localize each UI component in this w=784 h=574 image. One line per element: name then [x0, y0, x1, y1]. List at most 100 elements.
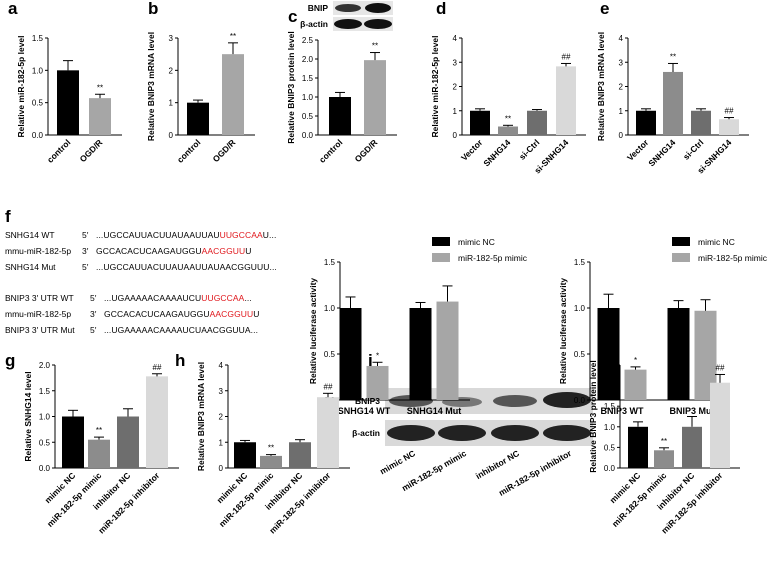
- significance-label: ##: [324, 382, 333, 391]
- significance-label: *: [376, 351, 379, 360]
- y-tick-label: 0.0: [302, 131, 314, 140]
- bar: [710, 382, 730, 468]
- y-tick-label: 2.0: [604, 382, 616, 391]
- y-axis-label: Relative BNIP3 mRNA level: [596, 32, 606, 141]
- sequence-segment: ...UGCCAUUACUUAUAAUUAU: [96, 230, 220, 240]
- sequence: ...UGCCAUUACUUAUAAUUAUUUGCCAAU...: [96, 230, 276, 240]
- y-tick-label: 0: [453, 131, 458, 140]
- panel-label: c: [288, 7, 297, 26]
- y-tick-label: 1.5: [39, 387, 51, 396]
- sequence-segment: ...UGAAAAACAAAAUCUAACGGUUA...: [104, 325, 258, 335]
- panel-label: e: [600, 0, 609, 18]
- y-axis-label: Relative BNIP3 mRNA level: [196, 362, 206, 471]
- y-tick-label: 0.5: [39, 438, 51, 447]
- bar: [222, 54, 244, 135]
- y-tick-label: 1.0: [39, 413, 51, 422]
- sequence: GCCACACUCAAGAUGGUAACGGUUU: [104, 309, 260, 319]
- y-axis-label: Relative BNIP3 protein level: [286, 31, 296, 143]
- bar: [682, 426, 702, 468]
- sequence-segment: GCCACACUCAAGAUGGU: [96, 246, 202, 256]
- significance-label: **: [230, 32, 236, 41]
- significance-label: *: [634, 356, 637, 365]
- sequence-end: 5′: [82, 262, 89, 272]
- x-tick-label: SNHG14 WT: [338, 406, 391, 416]
- sequence-segment: AACGGUU: [202, 246, 246, 256]
- sequence-segment: ...: [244, 293, 251, 303]
- legend-swatch: [672, 253, 690, 262]
- y-tick-label: 1: [169, 99, 174, 108]
- sequence-end: 5′: [90, 293, 97, 303]
- y-tick-label: 1.5: [604, 402, 616, 411]
- panel-label: i: [368, 351, 373, 370]
- bar: [636, 110, 656, 135]
- y-tick-label: 0.5: [302, 112, 314, 121]
- y-tick-label: 0.0: [39, 464, 51, 473]
- blot-label: β-actin: [300, 19, 328, 29]
- y-tick-label: 1: [453, 107, 458, 116]
- bar: [527, 110, 547, 135]
- y-tick-label: 2.5: [302, 36, 314, 45]
- western-blot: [333, 1, 393, 31]
- significance-label: **: [96, 426, 102, 435]
- panel-label: d: [436, 0, 446, 18]
- y-axis-label: Relative BNIP3 mRNA level: [146, 32, 156, 141]
- y-tick-label: 0: [169, 131, 174, 140]
- bar: [339, 308, 362, 400]
- y-tick-label: 2.5: [604, 361, 616, 370]
- sequence-name: BNIP3 3′ UTR Mut: [5, 325, 75, 335]
- sequence-name: mmu-miR-182-5p: [5, 309, 71, 319]
- blot-label: BNIP3: [355, 396, 380, 406]
- sequence-segment: GCCACACUCAAGAUGGU: [104, 309, 210, 319]
- bar: [57, 70, 79, 135]
- sequence-segment: U: [245, 246, 251, 256]
- bar: [628, 426, 648, 468]
- legend-label: mimic NC: [698, 237, 735, 247]
- bar: [654, 450, 674, 468]
- y-tick-label: 1: [219, 438, 224, 447]
- sequence: GCCACACUCAAGAUGGUAACGGUUU: [96, 246, 252, 256]
- legend-swatch: [672, 237, 690, 246]
- panel-label: h: [175, 351, 185, 370]
- sequence-name: SNHG14 Mut: [5, 262, 56, 272]
- y-tick-label: 0.5: [604, 443, 616, 452]
- sequence-segment: U: [253, 309, 259, 319]
- y-tick-label: 0.5: [324, 350, 336, 359]
- y-tick-label: 2: [169, 66, 174, 75]
- y-axis-label: Relative luciferase activity: [308, 278, 318, 385]
- bar: [498, 126, 518, 135]
- y-tick-label: 1.5: [302, 74, 314, 83]
- significance-label: **: [372, 42, 378, 51]
- bar: [317, 397, 339, 468]
- bar: [364, 60, 386, 135]
- y-tick-label: 1.0: [574, 304, 586, 313]
- y-tick-label: 0.5: [32, 99, 44, 108]
- sequence-segment: AACGGUU: [210, 309, 254, 319]
- bar: [597, 308, 620, 400]
- y-tick-label: 4: [219, 361, 224, 370]
- sequence-end: 3′: [90, 309, 97, 319]
- legend-label: miR-182-5p mimic: [698, 253, 768, 263]
- y-tick-label: 0.5: [574, 350, 586, 359]
- y-tick-label: 1.0: [324, 304, 336, 313]
- bar: [366, 365, 389, 400]
- bar: [187, 102, 209, 135]
- bar: [89, 98, 111, 135]
- significance-label: **: [670, 52, 676, 61]
- bar: [289, 442, 311, 468]
- sequence-end: 3′: [82, 246, 89, 256]
- legend-label: mimic NC: [458, 237, 495, 247]
- y-tick-label: 3: [219, 387, 224, 396]
- bar: [470, 110, 490, 135]
- bar: [62, 416, 84, 468]
- panel-label: f: [5, 207, 11, 226]
- y-tick-label: 1.0: [302, 93, 314, 102]
- sequence: ...UGAAAAACAAAAUCUAACGGUUA...: [104, 325, 258, 335]
- y-tick-label: 1.0: [32, 66, 44, 75]
- significance-label: **: [661, 437, 667, 446]
- y-tick-label: 1.0: [604, 423, 616, 432]
- western-blot: [385, 388, 593, 446]
- legend-label: miR-182-5p mimic: [458, 253, 528, 263]
- bar: [234, 442, 256, 468]
